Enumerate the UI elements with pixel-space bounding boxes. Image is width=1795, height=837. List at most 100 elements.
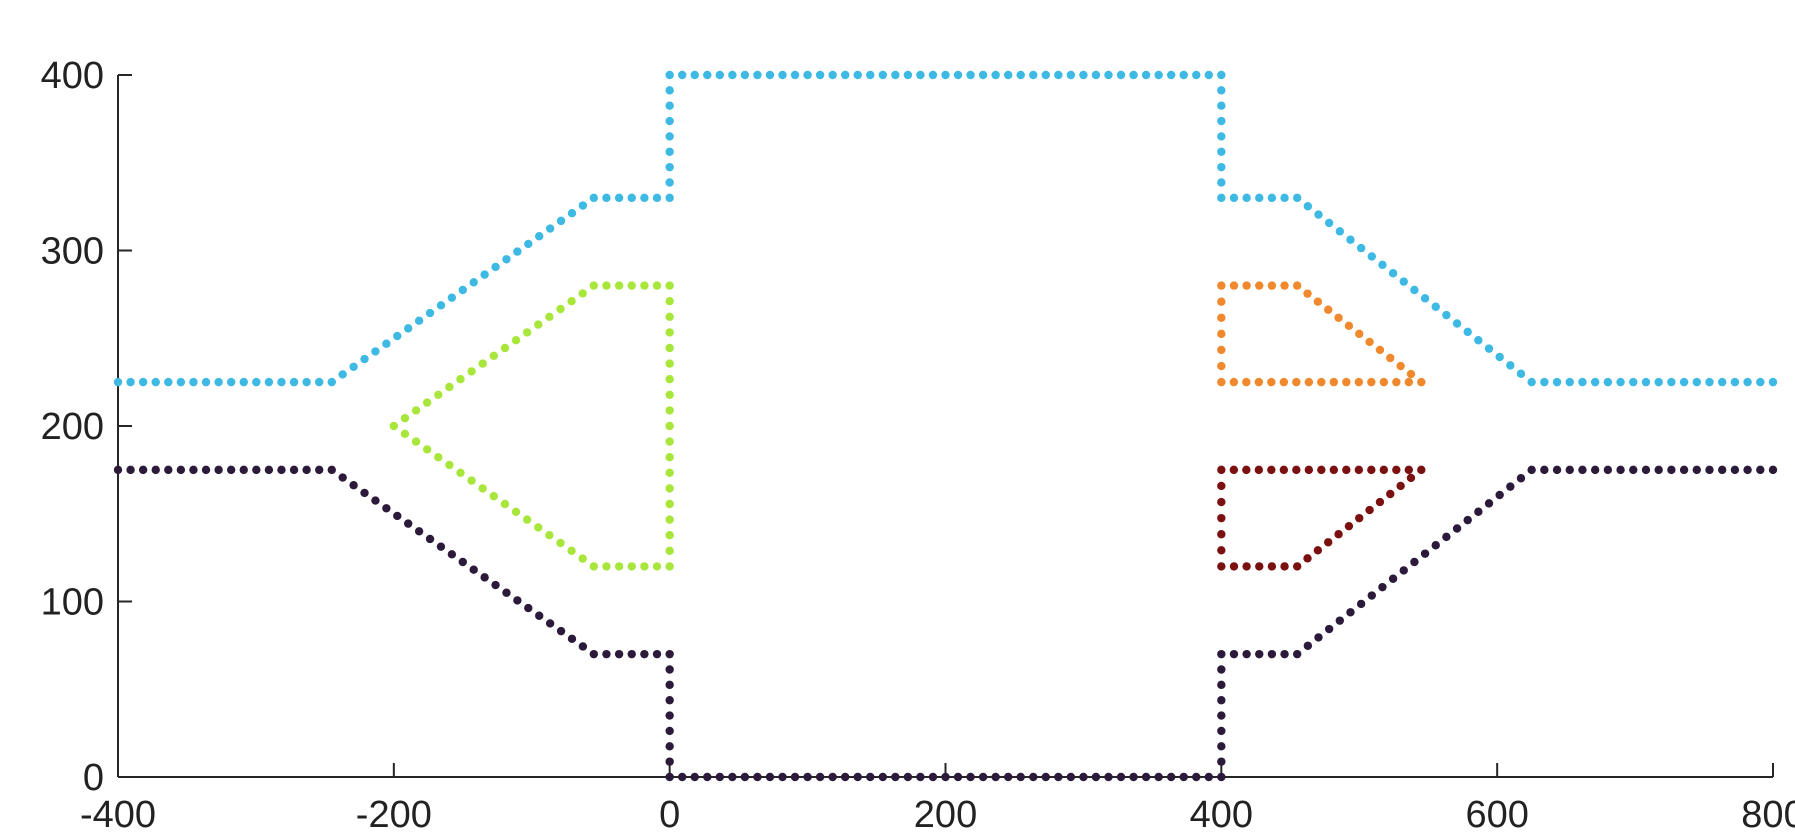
data-point [665,772,674,782]
data-point [1463,515,1472,525]
data-point [1217,281,1226,290]
data-point [1386,353,1395,363]
data-point [511,336,521,345]
data-point [1388,269,1398,278]
data-point [1091,70,1101,80]
data-point [1342,465,1351,475]
data-point [1417,465,1426,475]
data-point [941,70,950,80]
data-point [1329,465,1339,475]
data-point [1279,377,1289,387]
data-point [1506,482,1515,491]
data-point [1324,538,1333,547]
data-point [1217,70,1226,80]
data-point [445,382,454,392]
data-point [1396,361,1405,371]
data-point [1484,344,1494,353]
data-point [502,588,511,597]
data-point [665,312,674,321]
data-point [1420,549,1430,558]
data-point [1420,294,1430,303]
y-tick-label: 100 [41,582,104,624]
data-point [502,255,511,264]
data-point [1016,70,1025,80]
data-point [1516,474,1526,483]
data-point [1254,465,1264,475]
data-point [1705,377,1714,387]
data-point [371,496,380,505]
data-point [1386,489,1395,499]
data-point [903,70,913,80]
data-point [1730,465,1740,475]
data-point [302,377,311,387]
data-point [1292,281,1302,290]
data-point [1578,465,1587,475]
data-point [545,224,555,233]
data-point [665,742,674,751]
data-point [1217,696,1226,705]
data-point [841,70,850,80]
data-point [665,193,674,203]
data-point [1667,465,1676,475]
data-point [1091,772,1101,782]
data-point [1255,649,1264,659]
data-point [382,339,391,348]
y-tick-label: 200 [41,406,104,448]
data-point [1217,513,1226,523]
data-point [815,772,825,782]
data-point [978,772,988,782]
data-point [176,377,186,387]
data-point [126,377,135,387]
data-point [665,711,674,720]
data-point [1474,507,1483,516]
data-point [1292,465,1301,475]
data-point [1679,377,1689,387]
data-point [1342,377,1351,387]
data-point [252,465,261,475]
data-point [640,281,649,290]
data-point [1355,329,1364,339]
data-point [614,562,624,571]
data-point [1527,465,1536,475]
data-point [534,320,543,329]
data-point [589,281,599,290]
data-point [489,492,499,501]
data-point [1003,70,1013,80]
data-point [1229,193,1239,203]
series-2 [389,281,674,571]
data-point [740,772,750,782]
data-point [1242,465,1251,475]
data-point [393,331,402,341]
data-point [289,377,299,387]
data-point [467,476,476,485]
data-point [665,484,674,493]
data-point [589,649,599,659]
data-point [665,70,674,80]
data-point [478,484,487,493]
data-point [614,193,624,203]
data-point [627,562,636,571]
data-point [1229,465,1239,475]
data-point [1217,562,1226,571]
data-point [1217,649,1226,659]
data-point [690,772,699,782]
data-point [1406,473,1416,483]
data-point [1292,562,1302,571]
data-point [1129,70,1138,80]
data-point [1003,772,1013,782]
y-tick-label: 0 [83,757,104,799]
data-point [522,328,532,337]
data-point [445,460,454,470]
data-point [928,772,938,782]
data-point [1054,70,1063,80]
data-point [567,634,577,643]
data-point [1388,574,1398,583]
data-point [302,465,311,475]
series-1 [113,465,1778,782]
data-point [665,531,674,540]
data-point [1217,726,1226,736]
data-point [1565,377,1574,387]
data-point [226,377,236,387]
data-point [891,772,900,782]
